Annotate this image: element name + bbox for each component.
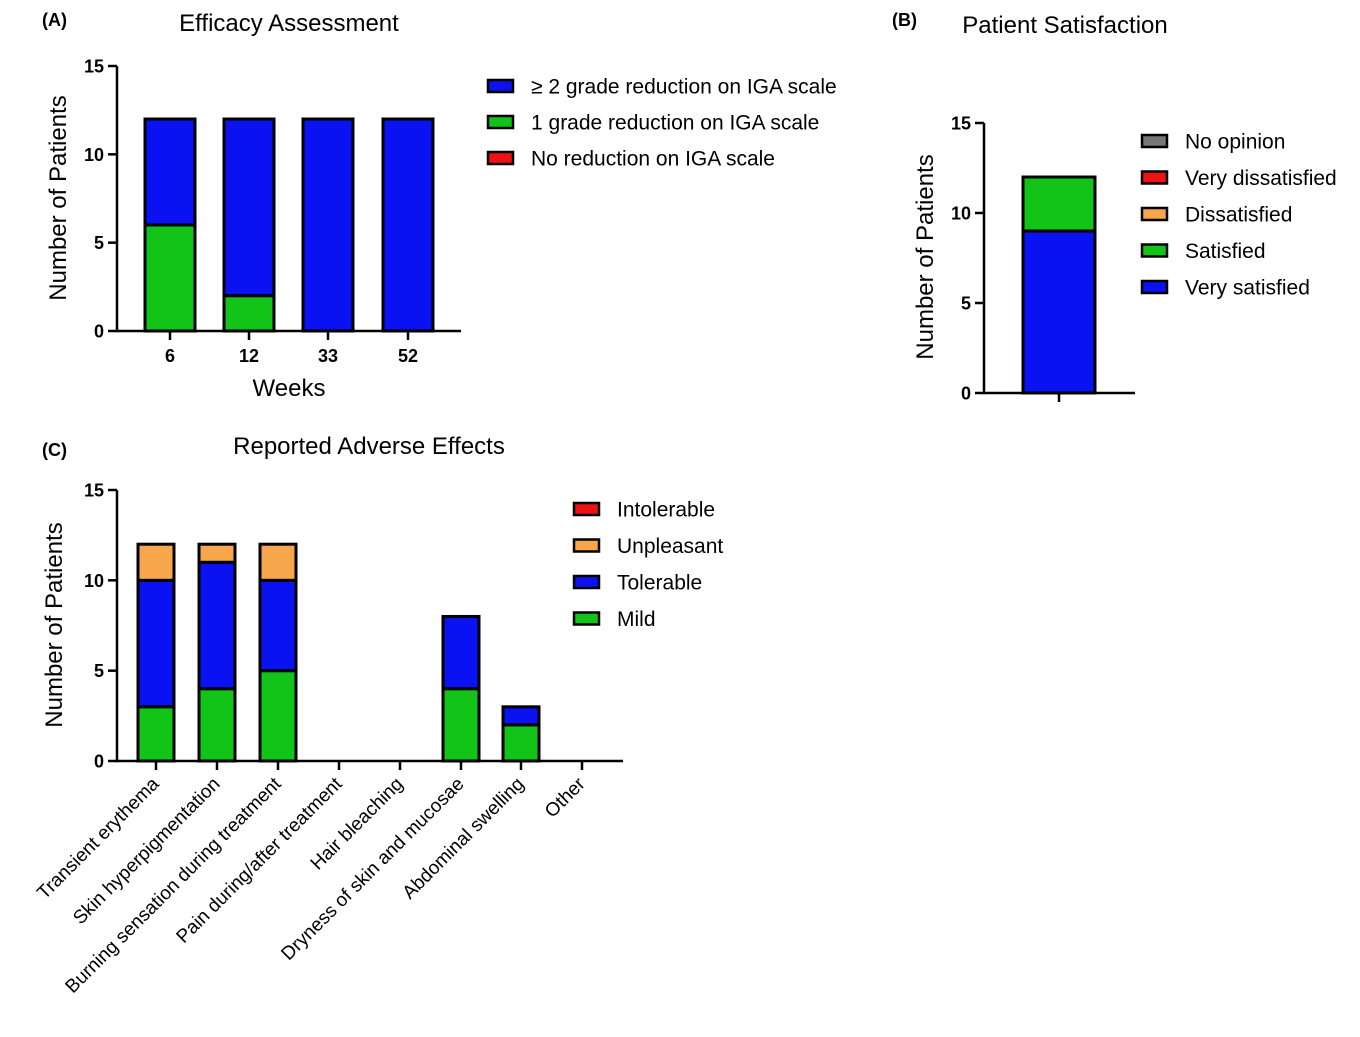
panel-a-x-tick-label: 12: [239, 346, 259, 366]
panel-c-legend-swatch-tolerable: [572, 574, 601, 590]
panel-c-title: Reported Adverse Effects: [233, 433, 505, 460]
panel-b-legend-swatch-very-satisfied: [1140, 279, 1169, 295]
panel-a-y-tick-label: 0: [94, 322, 104, 342]
panel-b-y-tick-label: 5: [961, 294, 971, 314]
panel-c-legend-swatch-intolerable: [572, 501, 601, 517]
panel-b-legend-swatch-dissatisfied: [1140, 206, 1169, 222]
panel-b-bar-satisfied: [1021, 175, 1097, 233]
panel-a-bar-1-grade-reduction-on-iga-scale-12: [222, 294, 276, 333]
panel-c-category-label: Other: [541, 773, 590, 822]
panel-c-bar-unpleasant-burning-sensation-during-treatment: [258, 542, 298, 582]
panel-b-y-axis-title: Number of Patients: [912, 154, 939, 359]
panel-c-bar-mild-skin-hyperpigmentation: [197, 687, 237, 763]
panel-b-legend: No opinion Very dissatisfied Dissatisfied S…: [1140, 131, 1337, 300]
panel-b-legend-label-dissatisfied: Dissatisfied: [1185, 204, 1292, 227]
panel-c-legend-label-unpleasant: Unpleasant: [617, 535, 723, 558]
panel-a-legend-swatch-2-grade-reduction-on-iga-scale: [486, 78, 515, 94]
panel-c-bar-mild-abdominal-swelling: [501, 723, 541, 763]
panel-a: (A) Efficacy Assessment Number of Patien…: [42, 10, 837, 402]
panel-c-bar-unpleasant-transient-erythema: [136, 542, 176, 582]
panel-a-x-tick-label: 6: [165, 346, 175, 366]
panel-a-y-tick-label: 5: [94, 233, 104, 253]
panel-a-plot: 0 5 10 15 6 12 33 52: [84, 57, 461, 366]
panel-a-legend-label-no-reduction-on-iga-scale: No reduction on IGA scale: [531, 148, 775, 171]
panel-c-legend: Intolerable Unpleasant Tolerable Mild: [572, 499, 723, 631]
panel-c-bar-tolerable-transient-erythema: [136, 578, 176, 709]
panel-c-category-label: Burning sensation during treatment: [62, 773, 286, 997]
panel-c-bar-mild-transient-erythema: [136, 705, 176, 763]
panel-c-y-tick-label: 0: [94, 752, 104, 772]
panel-a-bar-2-grade-reduction-on-iga-scale-33: [301, 117, 355, 333]
panel-c-letter: (C): [42, 440, 67, 460]
panel-c-bar-tolerable-burning-sensation-during-treatment: [258, 578, 298, 673]
panel-b-legend-label-no-opinion: No opinion: [1185, 131, 1285, 154]
panel-c-y-tick-label: 5: [94, 661, 104, 681]
panel-a-bar-2-grade-reduction-on-iga-scale-6: [143, 117, 197, 227]
panel-b-y-tick-label: 10: [951, 204, 971, 224]
panel-c-legend-swatch-unpleasant: [572, 538, 601, 553]
panel-c: (C) Reported Adverse Effects Number of P…: [33, 433, 723, 998]
panel-a-y-axis-title: Number of Patients: [45, 95, 72, 300]
panel-b-letter: (B): [892, 10, 917, 30]
panel-b-title: Patient Satisfaction: [962, 12, 1167, 39]
panel-b: (B) Patient Satisfaction Number of Patie…: [892, 10, 1337, 404]
panel-b-legend-swatch-satisfied: [1140, 243, 1169, 258]
panel-b-legend-label-very-dissatisfied: Very dissatisfied: [1185, 167, 1337, 190]
panel-c-y-tick-label: 10: [84, 571, 104, 591]
panel-a-legend-swatch-no-reduction-on-iga-scale: [486, 150, 515, 166]
panel-a-bar-2-grade-reduction-on-iga-scale-52: [381, 117, 435, 333]
panel-a-x-tick-label: 33: [318, 346, 338, 366]
panel-a-letter: (A): [42, 10, 67, 30]
panel-a-legend-label-1-grade-reduction-on-iga-scale: 1 grade reduction on IGA scale: [531, 112, 819, 135]
panel-a-y-tick-label: 10: [84, 145, 104, 165]
panel-c-legend-label-tolerable: Tolerable: [617, 572, 702, 595]
panel-a-legend: ≥ 2 grade reduction on IGA scale 1 grade …: [486, 76, 837, 171]
panel-c-bar-tolerable-abdominal-swelling: [501, 705, 541, 727]
panel-c-bar-tolerable-dryness-of-skin-and-mucosae: [441, 614, 481, 691]
panel-a-bar-1-grade-reduction-on-iga-scale-6: [143, 223, 197, 333]
panel-a-x-axis-title: Weeks: [253, 375, 326, 402]
panel-a-x-tick-label: 52: [398, 346, 418, 366]
panel-c-bar-unpleasant-skin-hyperpigmentation: [197, 542, 237, 564]
panel-b-legend-swatch-very-dissatisfied: [1140, 170, 1169, 185]
panel-b-plot: 0 5 10 15: [951, 114, 1135, 404]
panel-c-legend-label-intolerable: Intolerable: [617, 499, 715, 522]
panel-a-title: Efficacy Assessment: [179, 10, 399, 37]
panel-b-legend-label-satisfied: Satisfied: [1185, 240, 1266, 263]
panel-c-bar-mild-burning-sensation-during-treatment: [258, 669, 298, 763]
panel-a-legend-swatch-1-grade-reduction-on-iga-scale: [486, 114, 515, 130]
panel-b-legend-swatch-no-opinion: [1140, 133, 1169, 149]
panel-a-y-tick-label: 15: [84, 57, 104, 77]
panel-c-bar-mild-dryness-of-skin-and-mucosae: [441, 687, 481, 763]
panel-c-legend-swatch-mild: [572, 611, 601, 626]
panel-a-bar-2-grade-reduction-on-iga-scale-12: [222, 117, 276, 298]
panel-b-legend-label-very-satisfied: Very satisfied: [1185, 277, 1310, 300]
panel-c-legend-label-mild: Mild: [617, 608, 656, 631]
panel-c-y-axis-title: Number of Patients: [41, 522, 68, 727]
panel-b-y-tick-label: 0: [961, 384, 971, 404]
panel-c-bar-tolerable-skin-hyperpigmentation: [197, 560, 237, 691]
panel-c-y-tick-label: 15: [84, 481, 104, 501]
panel-b-bar-very-satisfied: [1021, 229, 1097, 395]
panel-b-y-tick-label: 15: [951, 114, 971, 134]
panel-a-legend-label-2-grade-reduction-on-iga-scale: ≥ 2 grade reduction on IGA scale: [531, 76, 837, 99]
